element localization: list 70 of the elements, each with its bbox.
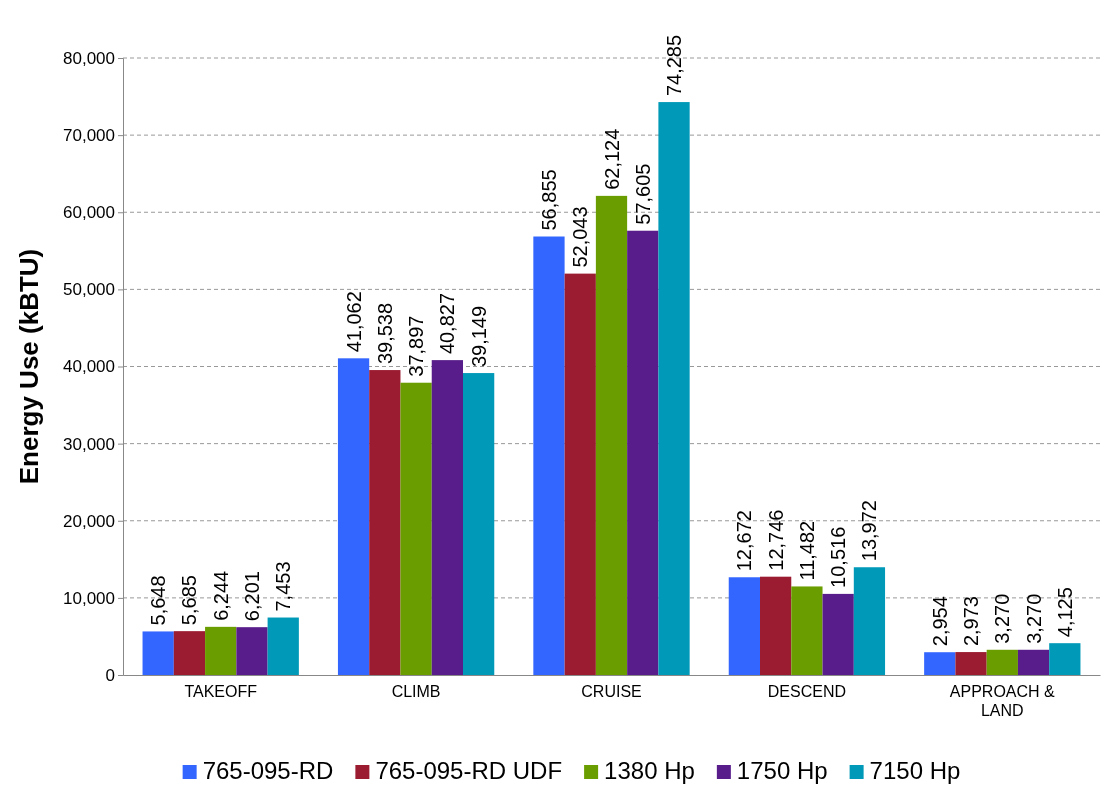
data-label: 6,244 [209,570,232,621]
bar [822,593,854,675]
legend-label: 765-095-RD [202,757,334,784]
data-label: 2,973 [960,596,983,647]
data-label: 12,672 [733,510,756,572]
bar [955,652,987,675]
legend-label: 1380 Hp [604,757,695,784]
bar [924,652,956,675]
bar [173,631,206,675]
bar [205,626,237,675]
bar [1017,649,1050,675]
bar [627,230,659,675]
bar [142,631,174,675]
bar [986,649,1018,675]
data-label: 6,201 [240,571,263,622]
data-label: 74,285 [663,34,686,97]
bar [595,195,628,675]
data-label: 2,954 [928,596,951,647]
bar [369,370,401,675]
data-label: 41,062 [342,291,365,353]
data-label: 3,270 [991,593,1014,644]
y-tick-label: 50,000 [63,280,115,300]
y-tick-label: 70,000 [63,126,115,146]
x-tick-label: TAKEOFF [184,683,258,701]
data-label: 37,897 [405,315,428,377]
y-tick-label: 30,000 [63,434,115,454]
x-tick-label: CRUISE [581,683,642,701]
data-label: 3,270 [1022,593,1045,644]
bar [658,102,690,675]
x-tick-label: APPROACH & LAND [949,683,1056,719]
y-tick-label: 80,000 [63,48,115,68]
data-label: 5,648 [147,575,170,626]
bar [533,236,565,675]
data-label: 62,124 [600,128,623,190]
data-label: 7,453 [272,561,295,612]
bar [1049,643,1081,675]
bar [564,273,596,675]
legend-label: 7150 Hp [869,757,961,784]
data-label: 5,685 [178,575,201,626]
data-label: 39,538 [373,302,396,365]
data-label: 39,149 [467,305,490,368]
bar [791,586,823,675]
bar [431,360,463,675]
bar [267,617,299,675]
bar [400,382,432,675]
y-tick-label: 0 [105,665,115,685]
bar [236,627,268,675]
bar [463,373,495,675]
data-label: 10,516 [827,526,850,588]
data-label: 56,855 [537,169,560,231]
data-label: 11,482 [795,520,818,581]
bar [853,567,886,675]
y-tick-label: 40,000 [63,357,115,377]
y-axis-title: Energy Use (kBTU) [14,248,44,485]
bar [760,576,792,675]
y-tick-label: 60,000 [63,203,115,223]
data-label: 40,827 [436,292,459,355]
data-label: 12,746 [764,509,787,571]
bar [728,577,760,675]
data-label: 57,605 [631,163,654,225]
bar [337,358,370,675]
x-tick-label: DESCEND [767,683,847,701]
y-tick-label: 10,000 [63,588,115,608]
y-tick-label: 20,000 [63,511,115,531]
x-tick-label: CLIMB [391,683,441,701]
legend-label: 1750 Hp [736,757,828,784]
data-label: 13,972 [858,500,881,562]
legend-label: 765-095-RD UDF [375,757,563,784]
data-label: 4,125 [1053,587,1076,638]
data-label: 52,043 [569,206,592,268]
